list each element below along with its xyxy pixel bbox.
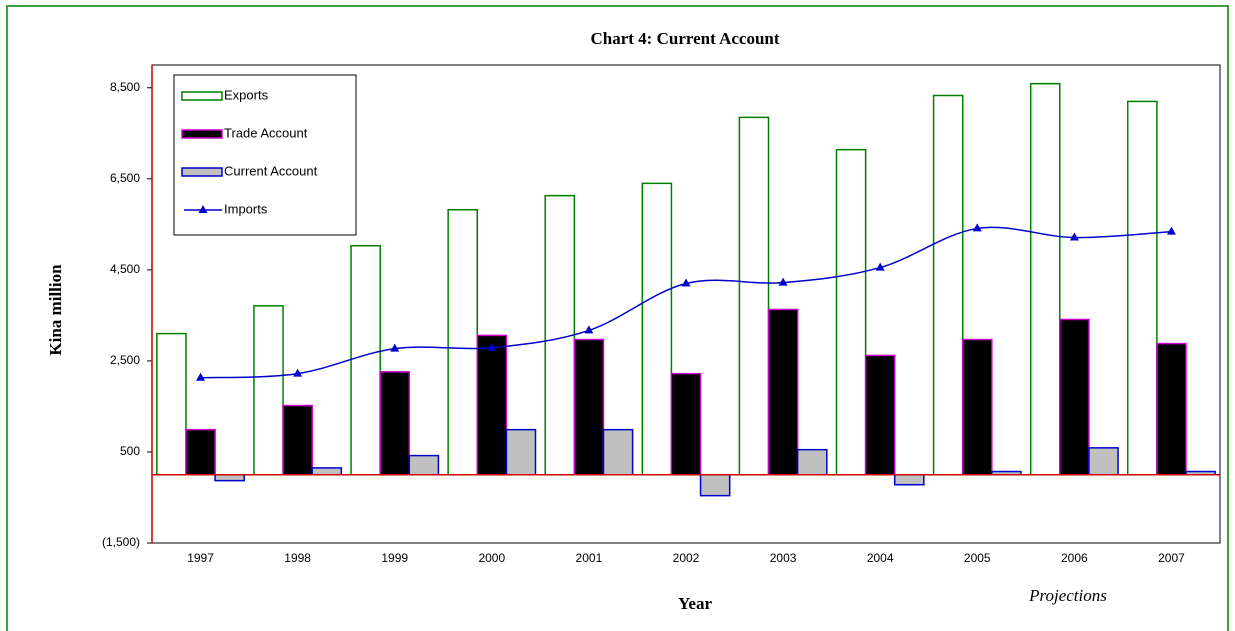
x-tick-label: 1997 (187, 551, 214, 565)
bar (253, 305, 284, 476)
bar (864, 354, 896, 476)
chart-title: Chart 4: Current Account (590, 29, 779, 48)
bar (214, 473, 245, 482)
outer-border (6, 5, 1229, 631)
line-marker (584, 325, 594, 334)
x-tick-label: 1998 (284, 551, 311, 565)
line-marker (972, 223, 982, 232)
legend-swatch (181, 91, 223, 101)
y-tick-label: 6,500 (110, 171, 140, 185)
y-tick-label: 4,500 (110, 262, 140, 276)
line-marker (487, 342, 497, 351)
bar (1029, 82, 1061, 476)
y-tick-label: (1,500) (102, 535, 140, 549)
legend-label: Imports (224, 201, 268, 216)
legend-label: Trade Account (224, 125, 308, 140)
bar (796, 448, 828, 476)
bar (1127, 100, 1158, 476)
bar (1088, 447, 1119, 476)
bar (185, 428, 216, 476)
x-tick-label: 1999 (381, 551, 408, 565)
bar (893, 473, 925, 486)
legend-swatch (198, 205, 208, 213)
bar (573, 338, 605, 476)
bar (447, 209, 479, 476)
legend-swatch (181, 129, 223, 139)
bar (670, 372, 702, 476)
x-tick-label: 2005 (964, 551, 991, 565)
x-tick-label: 2004 (867, 551, 894, 565)
bar (961, 338, 993, 476)
bar (1059, 318, 1090, 476)
x-tick-label: 2007 (1158, 551, 1185, 565)
bar (282, 404, 313, 476)
line-marker (1166, 226, 1176, 235)
bar (505, 428, 537, 476)
y-tick-label: 2,500 (110, 353, 140, 367)
bar (350, 244, 381, 476)
x-tick-label: 2001 (576, 551, 603, 565)
bar (1156, 342, 1187, 476)
bar (835, 148, 867, 476)
bar (767, 308, 799, 476)
y-axis-label: Kina million (46, 264, 65, 356)
bar (699, 473, 731, 497)
bar (156, 332, 187, 476)
line-marker (778, 277, 788, 286)
line-marker (390, 343, 400, 352)
line-marker (681, 278, 691, 287)
line-marker (875, 262, 885, 271)
annotation: Projections (1028, 586, 1107, 605)
line-marker (293, 368, 303, 377)
bar (641, 182, 673, 476)
bar (476, 334, 508, 476)
line-marker (1069, 232, 1079, 241)
x-tick-label: 2000 (478, 551, 505, 565)
bar (408, 454, 440, 476)
bar (738, 116, 770, 476)
x-tick-label: 2003 (770, 551, 797, 565)
bar (379, 371, 411, 476)
bar (602, 428, 634, 476)
y-tick-label: 500 (120, 444, 140, 458)
x-axis-label: Year (678, 594, 712, 613)
y-tick-label: 8,500 (110, 80, 140, 94)
bar (311, 467, 343, 476)
x-tick-label: 2006 (1061, 551, 1088, 565)
bar (932, 94, 964, 476)
legend-label: Exports (224, 87, 269, 102)
legend-swatch (181, 167, 223, 177)
line-marker (196, 372, 206, 381)
line (200, 226, 1172, 379)
legend-label: Current Account (224, 163, 318, 178)
x-tick-label: 2002 (673, 551, 700, 565)
